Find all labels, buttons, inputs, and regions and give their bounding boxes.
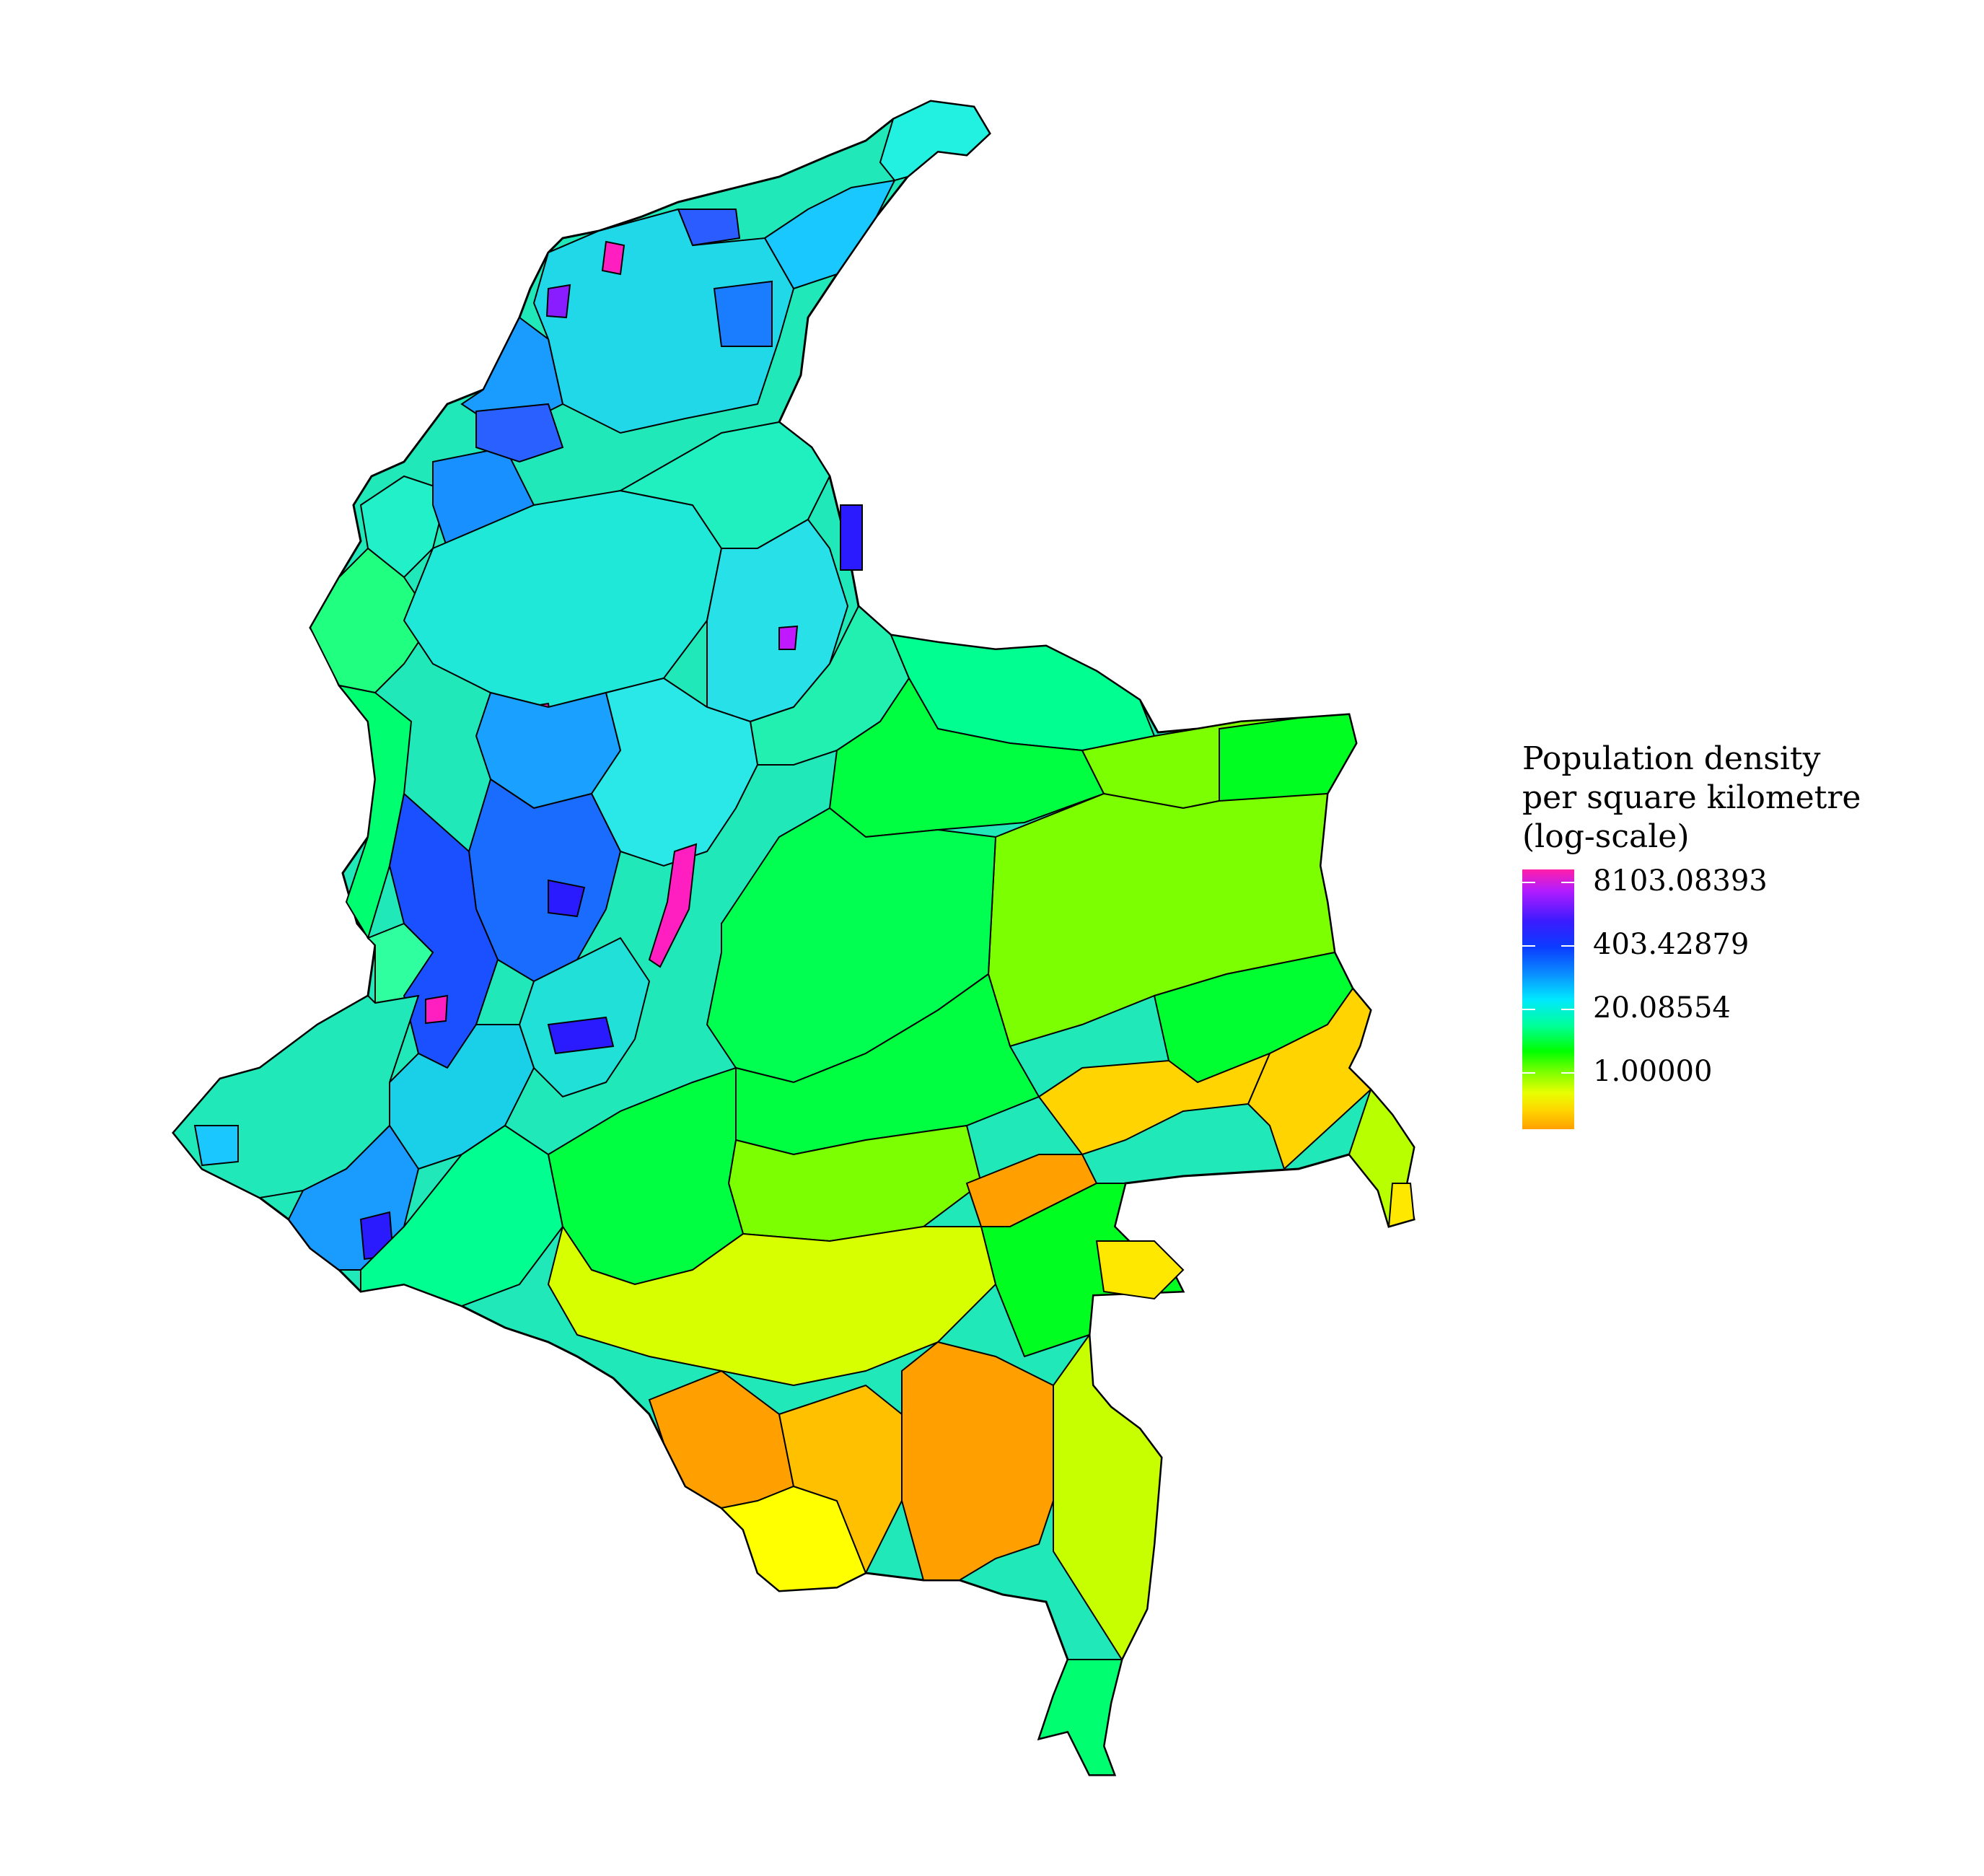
region-guainia-south [1037,1052,1271,1156]
legend-label-low: 1.00000 [1593,1055,1713,1088]
region-tumaco [193,1125,239,1167]
legend-title-line-2: per square kilometre [1522,779,1861,816]
region-cundinamarca [590,677,759,867]
legend-tick [1561,882,1574,883]
region-caqueta-central [547,1224,997,1387]
region-sucre [475,403,564,463]
legend-tick [1522,1009,1535,1010]
region-amazonas-orange-east [901,1341,1054,1581]
region-amazonas-green-east [1053,1333,1163,1662]
region-leticia [1037,1659,1123,1776]
region-barranquilla [601,240,626,276]
region-bogota [648,843,698,968]
legend-title-line-1: Population density [1522,740,1821,777]
region-neiva-cluster [547,1016,615,1055]
legend-tick [1522,1072,1535,1074]
region-amazonas-mid [778,1384,903,1575]
region-guajira [879,100,991,182]
legend-tick [1561,1072,1574,1074]
region-guainia-east [1247,987,1372,1170]
legend-title-line-3: (log-scale) [1522,818,1690,855]
region-barranco-minas [1387,1183,1415,1228]
legend-tick [1561,945,1574,947]
region-puerto-carreno [1219,713,1358,802]
region-cartagena [545,284,571,319]
region-vaupes-east [1095,1240,1185,1300]
legend-tick [1522,882,1535,883]
legend-label-max: 8103.08393 [1593,864,1768,898]
region-antioquia-east [618,421,831,549]
region-ibague-cluster [548,879,586,918]
legend-color-bar [1522,869,1574,1129]
legend-label-high: 403.42879 [1593,928,1750,961]
legend-tick [1522,945,1535,947]
legend-tick [1561,1009,1574,1010]
region-valledupar [713,280,773,347]
region-cali [425,994,449,1025]
region-vichada-south [987,792,1336,1048]
region-putumayo-west [360,1124,564,1307]
legend-label-mid: 20.08554 [1593,991,1731,1025]
region-cucuta [840,504,863,571]
region-amazonas-yellow-west [719,1485,867,1592]
region-bucaramanga [778,625,799,650]
legend-title: Population density per square kilometre … [1522,740,1861,856]
